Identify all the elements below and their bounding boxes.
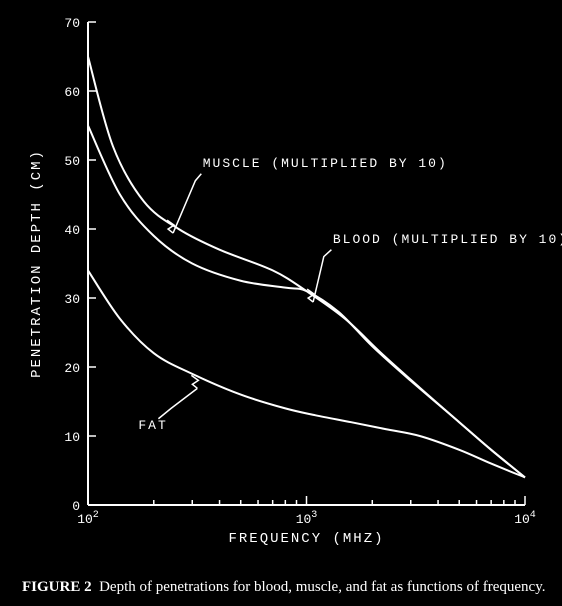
caption-prefix: FIGURE 2 [22,579,92,595]
y-tick-label: 10 [64,430,80,445]
x-tick-label: 103 [296,510,318,527]
series-fat [88,270,525,477]
y-tick-label: 20 [64,361,80,376]
caption-text: Depth of penetrations for blood, muscle,… [99,579,545,595]
figure-caption: FIGURE 2 Depth of penetrations for blood… [0,579,562,596]
y-tick-label: 30 [64,292,80,307]
y-tick-label: 60 [64,85,80,100]
x-tick-label: 102 [77,510,99,527]
series-label-fat: FAT [138,418,167,433]
depth-vs-frequency-chart: 010203040506070102103104FREQUENCY (MHZ)P… [0,0,562,560]
x-axis-label: FREQUENCY (MHZ) [228,531,384,547]
y-axis-label: PENETRATION DEPTH (CM) [29,149,45,378]
series-label-blood: BLOOD (MULTIPLIED BY 10) [333,232,562,247]
series-label-muscle: MUSCLE (MULTIPLIED BY 10) [203,156,448,171]
y-tick-label: 40 [64,223,80,238]
x-tick-label: 104 [514,510,536,527]
y-tick-label: 50 [64,154,80,169]
y-tick-label: 70 [64,16,80,31]
